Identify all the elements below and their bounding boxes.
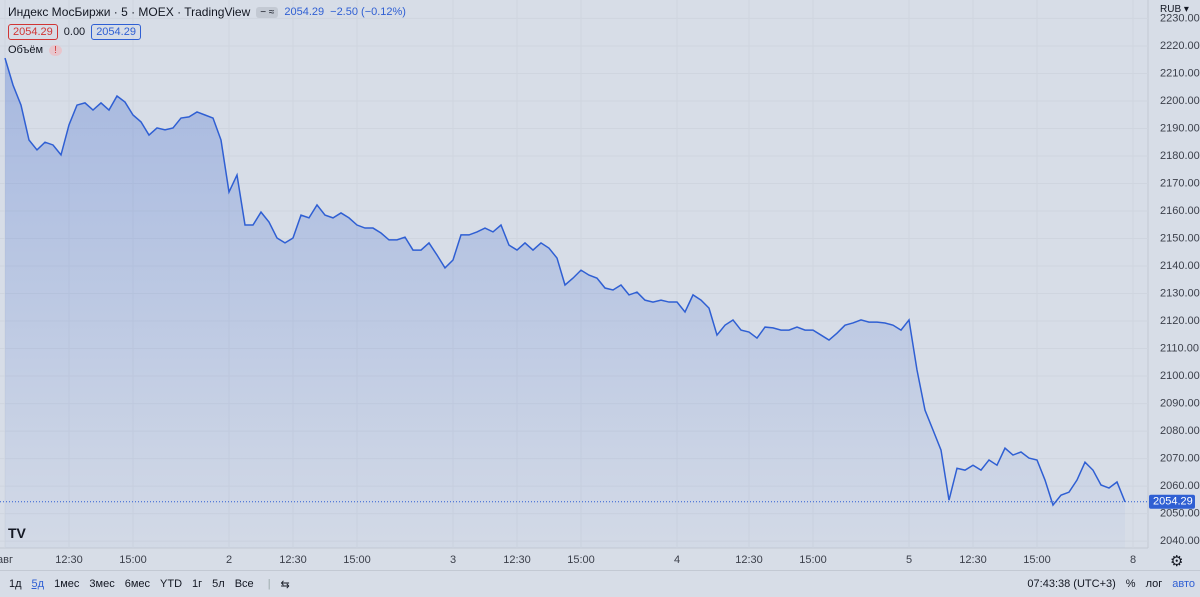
range-button[interactable]: 1г (192, 578, 203, 590)
x-tick-label: 12:30 (279, 554, 307, 566)
percent[interactable]: % (1125, 578, 1136, 590)
symbol[interactable]: Индекс МосБиржи · 5 · MOEX · TradingView (8, 5, 251, 19)
y-tick-label: 2080.00 (1160, 425, 1200, 437)
x-tick-label: 12:30 (55, 554, 83, 566)
y-tick-label: 2060.00 (1160, 480, 1200, 492)
y-tick-label: 2120.00 (1160, 315, 1200, 327)
price-line (4, 57, 1126, 507)
range-button[interactable]: 5л (212, 578, 225, 590)
x-tick-label: 3 (450, 554, 456, 566)
tv-logo[interactable]: TV (8, 525, 26, 541)
x-tick-label: 12:30 (959, 554, 987, 566)
range-button[interactable]: YTD (160, 578, 183, 590)
ask: 2054.29 (91, 24, 141, 40)
y-tick-label: 2050.00 (1160, 508, 1200, 520)
last-price: 2054.29 (284, 6, 325, 18)
price-change: −2.50 (−0.12%) (330, 6, 406, 18)
volume-label[interactable]: Объём (8, 44, 44, 56)
x-tick-label: 8 (1130, 554, 1136, 566)
area-fill (5, 58, 1125, 549)
y-tick-label: 2040.00 (1160, 535, 1200, 547)
range-button[interactable]: 5д (31, 578, 45, 590)
range-button[interactable]: 1д (9, 578, 22, 590)
y-tick-label: 2230.00 (1160, 12, 1200, 24)
x-tick-label: 12:30 (503, 554, 531, 566)
x-tick-label: авг (0, 554, 13, 566)
y-tick-label: 2160.00 (1160, 205, 1200, 217)
warning-icon[interactable]: ! (49, 44, 63, 56)
chart: 2040.00 2050.00 2060.00 2070.00 2080.00 2090.… (0, 0, 1200, 566)
range-button[interactable]: Все (234, 578, 254, 590)
auto[interactable]: авто (1172, 578, 1195, 590)
y-tick-label: 2220.00 (1160, 40, 1200, 52)
bid-ask: 2054.29 0.00 2054.29 (8, 24, 141, 40)
clock: 07:43:38 (UTC+3) (1027, 578, 1116, 590)
bid: 2054.29 (8, 24, 58, 40)
log[interactable]: лог (1145, 578, 1163, 590)
ranges: 1д 5д 1мес 3мес 6мес YTD 1г 5л Все (0, 578, 263, 590)
currency-label: RUB (1160, 4, 1182, 15)
y-tick-label: 2200.00 (1160, 95, 1200, 107)
currency[interactable]: RUB ▾ (1160, 4, 1189, 15)
y-tick-label: 2180.00 (1160, 150, 1200, 162)
y-tick-label: 2170.00 (1160, 177, 1200, 189)
x-tick-label: 4 (674, 554, 680, 566)
x-tick-label: 12:30 (735, 554, 763, 566)
compare-icon[interactable]: ⇆ (280, 578, 290, 591)
legend-header: Индекс МосБиржи · 5 · MOEX · TradingView… (8, 5, 406, 19)
spread: 0.00 (63, 26, 86, 38)
x-tick-label: 15:00 (799, 554, 827, 566)
y-tick-label: 2190.00 (1160, 122, 1200, 134)
x-tick-label: 15:00 (343, 554, 371, 566)
range-button[interactable]: 6мес (124, 578, 151, 590)
y-tick-label: 2090.00 (1160, 397, 1200, 409)
last-price-label: 2054.29 (1153, 496, 1193, 508)
y-tick-label: 2140.00 (1160, 260, 1200, 272)
y-tick-label: 2210.00 (1160, 67, 1200, 79)
range-button[interactable]: 1мес (54, 578, 80, 590)
y-tick-label: 2130.00 (1160, 287, 1200, 299)
last-price-tag (1149, 494, 1195, 509)
toolbar: 1д 5д 1мес 3мес 6мес YTD 1г 5л Все | ⇆ 07:43:38 … (0, 570, 1200, 597)
x-tick-label: 15:00 (1023, 554, 1051, 566)
settings[interactable]: ⚙ (1170, 553, 1184, 570)
y-tick-label: 2150.00 (1160, 232, 1200, 244)
x-tick-label: 15:00 (119, 554, 147, 566)
y-tick-label: 2110.00 (1160, 342, 1199, 354)
x-tick-label: 2 (226, 554, 232, 566)
x-tick-label: 5 (906, 554, 912, 566)
separator: | (267, 578, 271, 590)
y-tick-label: 2070.00 (1160, 452, 1200, 464)
x-tick-label: 15:00 (567, 554, 595, 566)
collapse-button[interactable]: − ≈ (256, 6, 279, 18)
range-button[interactable]: 3мес (89, 578, 115, 590)
volume-row: Объём ! (8, 44, 63, 56)
y-tick-label: 2100.00 (1160, 370, 1200, 382)
